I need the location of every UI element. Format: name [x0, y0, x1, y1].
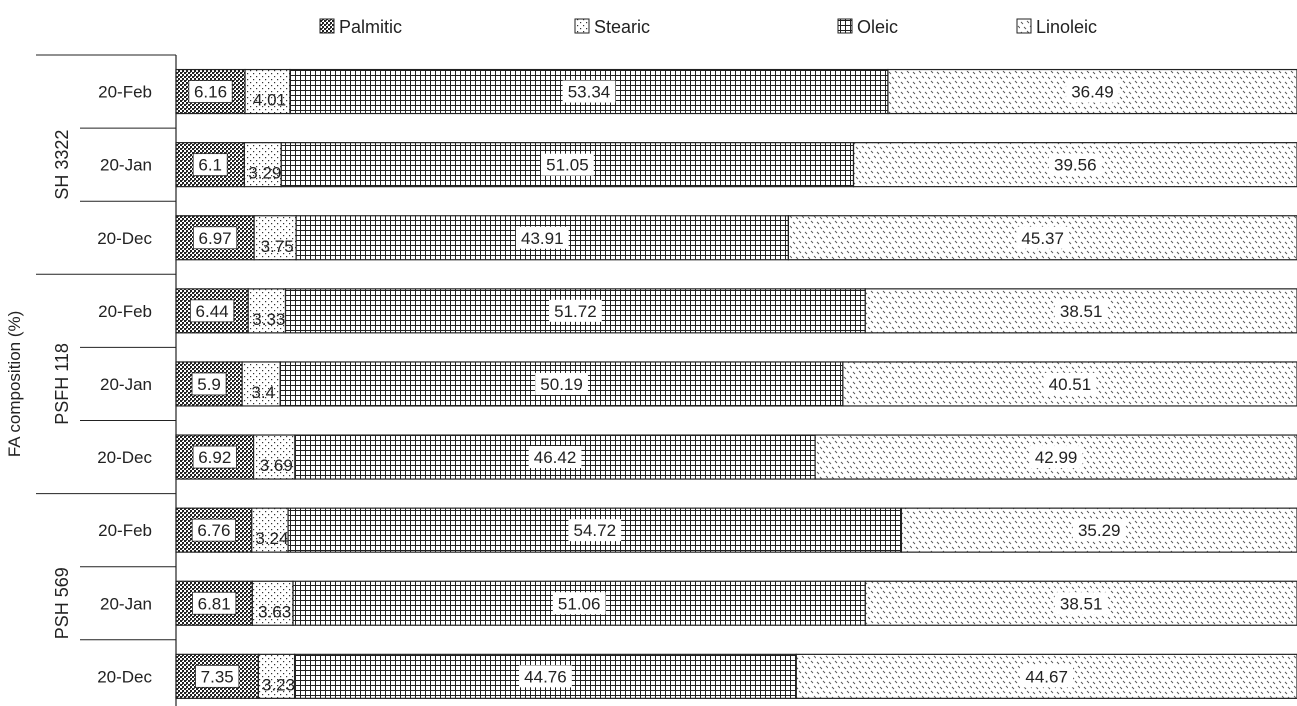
data-label-linoleic: 42.99	[1035, 448, 1078, 467]
data-label-box	[188, 80, 233, 103]
data-label-palmitic: 6.97	[199, 229, 232, 248]
data-label-box	[195, 664, 240, 688]
group-label-sh-3322: SH 3322	[52, 130, 72, 200]
bar-segment-stearic	[253, 215, 297, 261]
legend-swatch-linoleic	[1016, 18, 1032, 34]
data-label-box	[189, 299, 235, 323]
data-label-box	[1066, 80, 1119, 103]
row-label-20-dec: 20-Dec	[97, 667, 152, 686]
legend-swatch-oleic	[837, 18, 853, 34]
row-label-20-jan: 20-Jan	[100, 594, 152, 613]
data-label-oleic: 43.91	[521, 229, 564, 248]
row-label-20-feb: 20-Feb	[98, 302, 152, 321]
legend-label-palmitic: Palmitic	[339, 17, 402, 37]
data-label-oleic: 53.34	[568, 83, 611, 102]
data-label-oleic: 46.42	[534, 448, 577, 467]
data-label-box	[192, 226, 238, 250]
row-label-20-dec: 20-Dec	[97, 229, 152, 248]
data-label-box	[519, 665, 572, 688]
legend: Palmitic Stearic Oleic Linoleic	[319, 17, 1097, 37]
data-label-linoleic: 38.51	[1060, 302, 1103, 321]
data-label-box	[1072, 519, 1126, 542]
data-label-stearic: 3.29	[248, 164, 281, 183]
row-label-20-feb: 20-Feb	[98, 521, 152, 540]
data-label-box	[1043, 372, 1097, 395]
legend-swatch-stearic	[574, 18, 590, 34]
bar-segment-linoleic	[864, 288, 1297, 334]
legend-label-stearic: Stearic	[594, 17, 650, 37]
row-label-20-feb: 20-Feb	[98, 83, 152, 102]
data-label-stearic: 3.24	[255, 529, 288, 548]
legend-label-oleic: Oleic	[857, 17, 898, 37]
data-label-stearic: 4.01	[253, 91, 286, 110]
data-label-oleic: 54.72	[573, 521, 616, 540]
bar-segment-stearic	[251, 507, 289, 553]
data-label-palmitic: 6.81	[198, 594, 231, 613]
data-label-linoleic: 44.67	[1025, 667, 1068, 686]
group-label-psfh-118: PSFH 118	[52, 343, 72, 425]
bar-segment-stearic	[257, 653, 296, 699]
data-label-box	[192, 153, 228, 177]
data-label-oleic: 51.72	[554, 302, 597, 321]
data-label-box	[192, 591, 237, 615]
data-label-box	[528, 446, 582, 469]
legend-label-linoleic: Linoleic	[1036, 17, 1097, 37]
data-label-oleic: 50.19	[540, 375, 583, 394]
data-label-palmitic: 5.9	[197, 375, 221, 394]
data-label-linoleic: 35.29	[1078, 521, 1121, 540]
data-label-oleic: 44.76	[524, 667, 567, 686]
bar-segment-palmitic	[175, 361, 243, 407]
row-label-20-dec: 20-Dec	[97, 448, 152, 467]
bars: 6.16 4.01 53.34 36.49 6.1 3.29 51.05 39.56 6.97 3…	[175, 68, 1297, 699]
data-label-linoleic: 45.37	[1021, 229, 1064, 248]
data-label-box	[1054, 592, 1108, 615]
data-label-linoleic: 38.51	[1060, 594, 1103, 613]
bar-segment-stearic	[244, 68, 291, 115]
data-label-box	[549, 299, 602, 322]
bar-segment-stearic	[241, 361, 281, 407]
data-label-box	[192, 445, 237, 469]
data-label-box	[1054, 299, 1108, 322]
y-axis-label: FA composition (%)	[5, 311, 24, 457]
data-label-stearic: 3.63	[258, 602, 291, 621]
data-label-palmitic: 6.1	[198, 156, 222, 175]
data-label-stearic: 3.4	[251, 383, 275, 402]
data-label-linoleic: 36.49	[1071, 83, 1114, 102]
row-label-20-jan: 20-Jan	[100, 156, 152, 175]
data-label-box	[541, 153, 594, 176]
data-label-stearic: 3.69	[260, 456, 293, 475]
data-label-box	[568, 519, 622, 542]
data-label-stearic: 3.23	[262, 675, 295, 694]
data-label-palmitic: 6.92	[198, 448, 231, 467]
row-label-20-jan: 20-Jan	[100, 375, 152, 394]
data-label-box	[562, 80, 616, 103]
bar-segment-stearic	[247, 288, 287, 334]
group-label-psh-569: PSH 569	[52, 567, 72, 639]
data-label-box	[191, 372, 227, 396]
data-label-linoleic: 39.56	[1054, 156, 1097, 175]
data-label-stearic: 3.33	[252, 310, 285, 329]
bar-segment-stearic	[251, 580, 294, 626]
data-label-box	[535, 372, 588, 395]
axes: SH 3322 20-Feb 20-Jan 20-Dec PSFH 118 20-Feb 2…	[36, 54, 177, 706]
bar-segment-stearic	[243, 142, 282, 188]
data-label-palmitic: 7.35	[201, 667, 234, 686]
legend-swatch-palmitic	[319, 18, 335, 34]
data-label-box	[1016, 226, 1070, 249]
data-label-box	[552, 592, 606, 615]
data-label-oleic: 51.06	[558, 594, 601, 613]
data-label-stearic: 3.75	[261, 237, 294, 256]
data-label-box	[515, 226, 569, 249]
data-label-box	[191, 518, 236, 542]
data-label-palmitic: 6.76	[197, 521, 230, 540]
data-label-box	[1029, 446, 1083, 469]
data-label-palmitic: 6.16	[194, 83, 227, 102]
data-label-box	[1020, 665, 1074, 688]
data-label-palmitic: 6.44	[196, 302, 229, 321]
data-label-linoleic: 40.51	[1049, 375, 1092, 394]
data-label-box	[1048, 153, 1102, 176]
data-label-oleic: 51.05	[546, 156, 589, 175]
